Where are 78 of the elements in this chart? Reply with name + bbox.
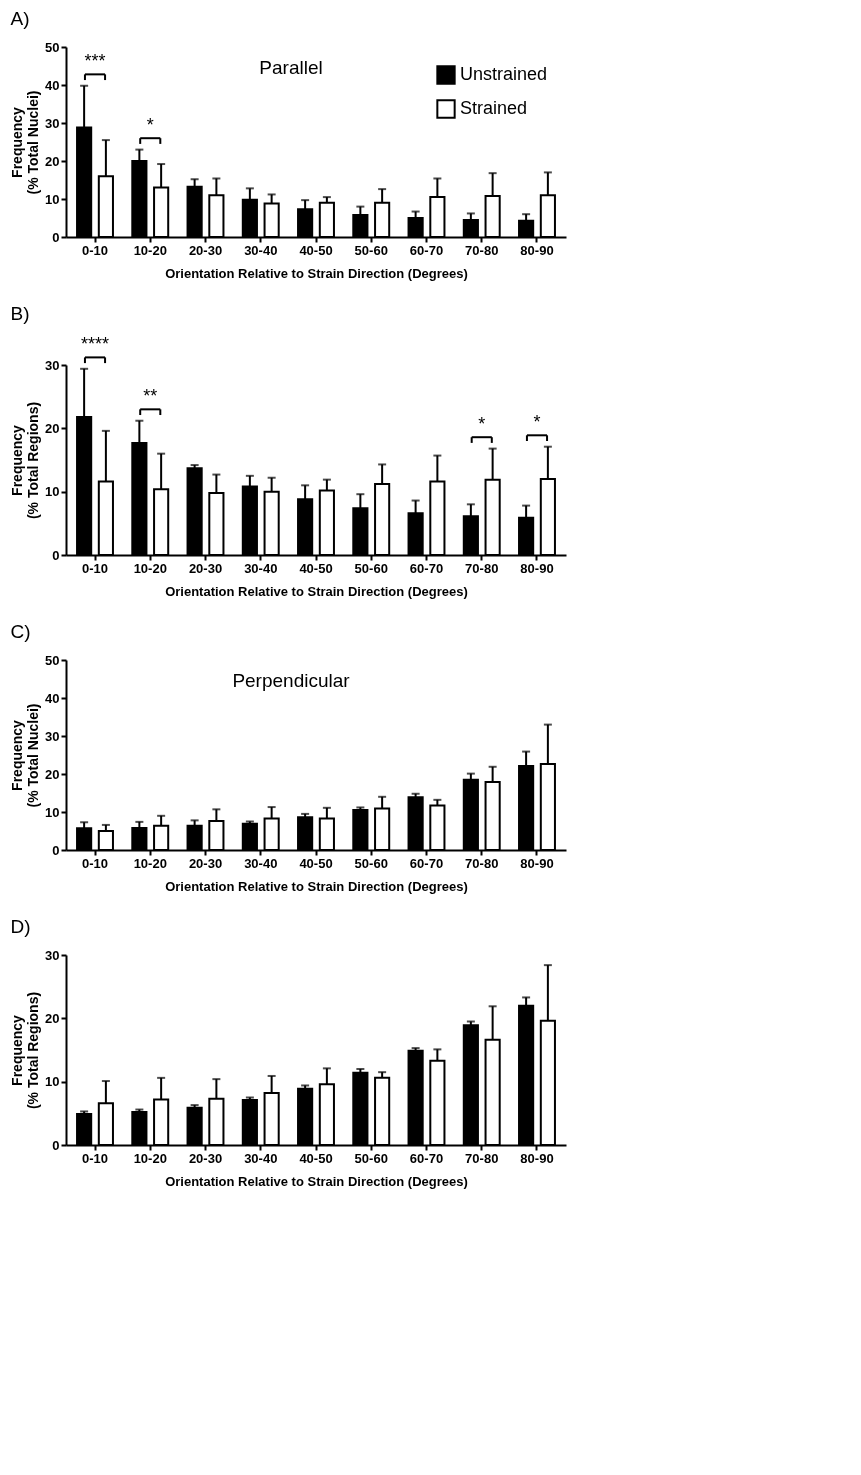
- annotation: **: [143, 386, 158, 407]
- y-tick-label: 50: [45, 652, 60, 668]
- x-tick-label: 40-50: [299, 560, 333, 576]
- y-tick-label: 20: [45, 766, 60, 782]
- x-tick-label: 10-20: [133, 855, 167, 871]
- y-tick-label: 40: [45, 77, 60, 93]
- x-tick-label: 10-20: [133, 242, 167, 258]
- x-tick-label: 20-30: [188, 1150, 223, 1166]
- x-tick-label: 10-20: [133, 560, 167, 576]
- text: D): [10, 916, 31, 937]
- x-tick-label: 60-70: [409, 242, 444, 258]
- y-tick-label: 20: [45, 153, 60, 169]
- y-axis-title: Frequency (% Total Nuclei): [9, 90, 42, 195]
- x-tick-label: 40-50: [299, 242, 333, 258]
- annotation: *: [533, 412, 541, 433]
- x-tick-label: 70-80: [465, 855, 499, 871]
- text: C): [10, 621, 31, 642]
- annotation: *: [478, 414, 486, 435]
- y-tick-label: 10: [45, 804, 60, 820]
- x-tick-label: 80-90: [520, 560, 554, 576]
- x-tick-label: 0-10: [81, 855, 109, 871]
- x-tick-label: 40-50: [299, 1150, 333, 1166]
- x-tick-label: 20-30: [188, 855, 223, 871]
- x-tick-label: 60-70: [409, 560, 444, 576]
- annotation: ***: [84, 51, 106, 72]
- text: Parallel: [259, 57, 323, 78]
- y-tick-label: 30: [45, 947, 60, 963]
- legend-label: Unstrained: [460, 64, 548, 84]
- x-tick-label: 70-80: [465, 242, 499, 258]
- x-tick-label: 50-60: [354, 1150, 388, 1166]
- x-tick-label: 30-40: [244, 855, 278, 871]
- x-tick-label: 10-20: [133, 1150, 167, 1166]
- annotation: *: [146, 115, 154, 136]
- x-tick-label: 80-90: [520, 1150, 554, 1166]
- x-tick-label: 50-60: [354, 855, 388, 871]
- y-tick-label: 20: [45, 420, 60, 436]
- x-axis-title: Orientation Relative to Strain Direction (Degrees): [165, 1173, 468, 1189]
- y-tick-label: 0: [52, 229, 60, 245]
- text: A): [10, 8, 30, 29]
- x-tick-label: 0-10: [81, 242, 109, 258]
- x-tick-label: 70-80: [465, 560, 499, 576]
- y-tick-label: 50: [45, 39, 60, 55]
- x-tick-label: 60-70: [409, 1150, 444, 1166]
- x-tick-label: 60-70: [409, 855, 444, 871]
- y-axis-title: Frequency (% Total Nuclei): [9, 703, 42, 808]
- y-tick-label: 30: [45, 357, 60, 373]
- x-tick-label: 70-80: [465, 1150, 499, 1166]
- x-tick-label: 20-30: [188, 560, 223, 576]
- x-tick-label: 0-10: [81, 560, 109, 576]
- x-tick-label: 50-60: [354, 242, 388, 258]
- y-tick-label: 30: [45, 728, 60, 744]
- y-tick-label: 10: [45, 1074, 60, 1090]
- x-tick-label: 30-40: [244, 1150, 278, 1166]
- y-tick-label: 40: [45, 690, 60, 706]
- x-tick-label: 80-90: [520, 242, 554, 258]
- text: B): [10, 303, 30, 325]
- x-axis-title: Orientation Relative to Strain Direction (Degrees): [165, 583, 468, 599]
- x-tick-label: 80-90: [520, 855, 554, 871]
- y-tick-label: 10: [45, 191, 60, 207]
- y-tick-label: 0: [52, 1137, 60, 1153]
- x-tick-label: 20-30: [188, 242, 223, 258]
- y-tick-label: 0: [52, 547, 60, 563]
- x-axis-title: Orientation Relative to Strain Direction (Degrees): [165, 878, 468, 894]
- x-tick-label: 0-10: [81, 1150, 109, 1166]
- y-axis-title: Frequency (% Total Regions): [9, 401, 42, 520]
- y-tick-label: 10: [45, 484, 60, 500]
- text: Perpendicular: [232, 670, 351, 691]
- y-axis-title: Frequency (% Total Regions): [9, 991, 42, 1110]
- y-tick-label: 30: [45, 115, 60, 131]
- x-tick-label: 30-40: [244, 242, 278, 258]
- y-tick-label: 20: [45, 1010, 60, 1026]
- x-tick-label: 50-60: [354, 560, 388, 576]
- x-tick-label: 30-40: [244, 560, 278, 576]
- text: ****: [80, 334, 110, 355]
- legend-label: Strained: [460, 98, 528, 118]
- x-axis-title: Orientation Relative to Strain Direction (Degrees): [165, 265, 468, 281]
- y-tick-label: 0: [52, 842, 60, 858]
- x-tick-label: 40-50: [299, 855, 333, 871]
